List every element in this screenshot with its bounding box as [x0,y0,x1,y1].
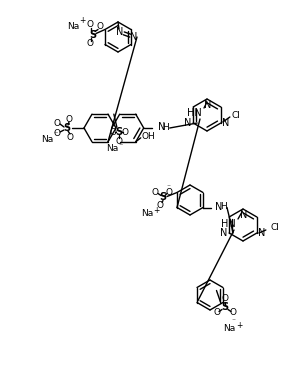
Text: N: N [130,32,138,42]
Text: O: O [115,137,122,146]
Text: H: H [162,123,168,131]
Text: N: N [184,118,192,128]
Text: O: O [53,130,60,138]
Text: O: O [87,39,93,48]
Text: O: O [87,20,93,29]
Text: O: O [166,188,172,197]
Text: Cl: Cl [270,224,279,232]
Text: N: N [215,202,222,212]
Text: Na: Na [141,209,153,218]
Text: H: H [220,202,227,211]
Text: O: O [66,115,72,123]
Text: HN: HN [187,108,201,118]
Text: ⁻: ⁻ [166,182,170,191]
Text: ⁻: ⁻ [231,316,235,325]
Text: O: O [151,188,158,197]
Text: HN: HN [221,219,235,229]
Text: N: N [116,27,124,37]
Text: N: N [258,228,266,238]
Text: O: O [53,119,60,127]
Text: N: N [204,100,212,110]
Text: Na: Na [223,324,235,333]
Text: O: O [109,128,116,137]
Text: O: O [97,22,103,31]
Text: N: N [240,210,248,220]
Text: O: O [222,294,229,303]
Text: ⁻: ⁻ [119,142,123,151]
Text: S: S [89,30,97,40]
Text: O: O [66,132,74,142]
Text: O: O [121,128,128,137]
Text: O: O [156,201,164,210]
Text: OH: OH [142,132,155,141]
Text: O: O [214,308,220,317]
Text: +: + [153,206,159,215]
Text: ⁻: ⁻ [54,130,58,138]
Text: O: O [229,308,237,317]
Text: S: S [222,303,229,313]
Text: N: N [158,122,165,132]
Text: N: N [220,228,228,238]
Text: S: S [63,123,70,133]
Text: +: + [79,16,85,25]
Text: S: S [115,127,122,137]
Text: Na: Na [41,135,53,145]
Text: Cl: Cl [231,111,240,120]
Text: S: S [159,193,167,202]
Text: Na: Na [106,143,118,153]
Text: Na: Na [67,22,79,31]
Text: +: + [236,321,242,330]
Text: N: N [222,118,229,128]
